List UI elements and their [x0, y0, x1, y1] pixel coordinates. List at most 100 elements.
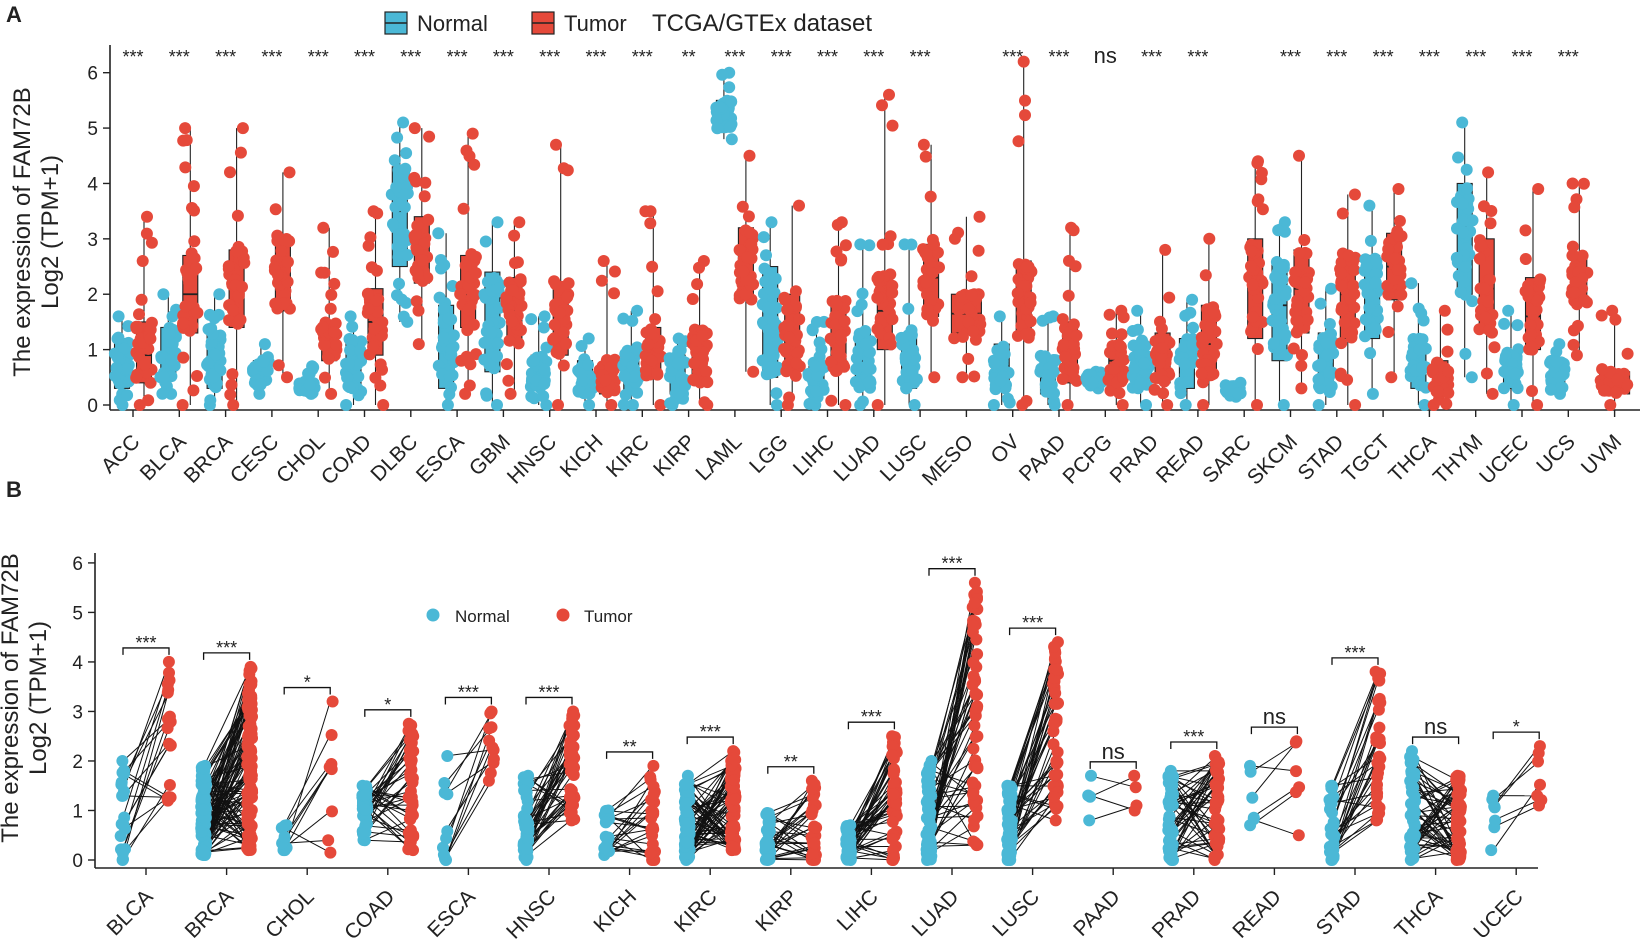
point-a-tumor-acc [142, 394, 155, 407]
box-a-tumor-ucs [1565, 177, 1594, 362]
y-tick-label-b-6: 6 [72, 554, 83, 575]
point-a-normal-hnsc [525, 390, 538, 403]
point-a-tumor-meso [948, 232, 961, 245]
point-a-tumor-gbm [500, 358, 513, 371]
point-a-tumor-paad [1056, 313, 1069, 326]
point-a-normal-stad [1314, 358, 1327, 371]
box-a-normal-acc [108, 310, 135, 411]
point-a-tumor-dlbc [423, 130, 436, 143]
point-a-normal-gbm [490, 282, 503, 294]
point-a-tumor-hnsc [557, 326, 570, 339]
point-b-normal-hnsc [521, 842, 533, 855]
point-b-tumor-luad [970, 688, 982, 701]
x-tick-label-a-coad: COAD [317, 430, 376, 489]
point-b-normal-blca [116, 789, 129, 802]
point-a-tumor-stad [1348, 288, 1361, 300]
point-a-normal-prad [1134, 377, 1147, 390]
point-a-tumor-dlbc [410, 295, 423, 308]
x-tick-label-b-stad: STAD [1312, 885, 1367, 940]
box-a-normal-esca [432, 227, 460, 411]
point-a-tumor-prad [1158, 375, 1171, 388]
point-b-normal-paad [1083, 814, 1096, 827]
point-a-tumor-cesc [275, 245, 288, 257]
point-b-normal-hnsc [521, 802, 534, 815]
significance-a-kich: *** [585, 47, 606, 67]
point-a-tumor-lgg [789, 285, 802, 298]
point-b-tumor-brca [245, 662, 258, 675]
point-a-normal-hnsc [537, 390, 550, 403]
x-tick-label-a-ucec: UCEC [1475, 430, 1533, 488]
point-a-tumor-luad [871, 291, 884, 304]
point-a-tumor-stad [1334, 370, 1347, 382]
point-a-normal-ov [1003, 396, 1016, 409]
point-a-tumor-ucs [1571, 319, 1584, 332]
point-a-tumor-pcpg [1117, 311, 1130, 324]
point-a-tumor-lihc [839, 239, 852, 252]
point-b-tumor-coad [406, 772, 419, 785]
point-a-normal-lihc [810, 385, 823, 398]
significance-b-thca: ns [1424, 714, 1447, 739]
point-a-tumor-thym [1483, 324, 1496, 336]
point-a-normal-luad [859, 325, 872, 337]
point-a-normal-lusc [902, 302, 915, 315]
point-b-normal-stad [1325, 782, 1338, 795]
significance-b-read: ns [1263, 704, 1286, 729]
significance-b-kirc: *** [700, 722, 721, 742]
point-b-tumor-esca [487, 753, 500, 766]
point-b-tumor-kich [647, 759, 660, 772]
point-a-tumor-acc [144, 332, 157, 345]
point-a-tumor-cesc [279, 235, 292, 248]
point-b-tumor-paad [1129, 781, 1142, 794]
point-a-normal-chol [303, 378, 316, 391]
significance-b-stad: *** [1344, 643, 1365, 663]
point-a-tumor-ucs [1567, 338, 1580, 351]
point-a-tumor-stad [1348, 188, 1361, 201]
point-a-normal-lgg [769, 272, 782, 285]
point-a-normal-hnsc [538, 363, 551, 376]
point-a-tumor-lgg [778, 293, 791, 306]
point-a-tumor-coad [371, 306, 384, 318]
x-tick-label-a-tgct: TGCT [1338, 430, 1395, 487]
point-a-normal-kirc [619, 348, 632, 360]
legend-tumor-dot-b [556, 608, 570, 622]
point-a-normal-cesc [261, 364, 274, 377]
point-b-normal-kirc [679, 817, 692, 830]
point-a-tumor-ucs [1566, 249, 1579, 262]
point-a-normal-dlbc [388, 154, 401, 167]
box-a-tumor-sarc [1243, 155, 1269, 411]
point-a-tumor-dlbc [419, 176, 432, 189]
box-a-normal-read [1173, 293, 1200, 411]
box-a-normal-skcm [1266, 216, 1293, 411]
point-a-tumor-tgct [1382, 243, 1395, 256]
point-b-tumor-stad [1374, 737, 1386, 750]
significance-a-luad: *** [863, 47, 884, 67]
point-a-normal-read [1179, 309, 1192, 322]
point-a-normal-kirc [626, 314, 639, 327]
point-a-tumor-esca [459, 259, 472, 272]
point-a-tumor-brca [224, 388, 237, 401]
point-b-tumor-hnsc [567, 769, 580, 781]
significance-b-luad: *** [941, 554, 962, 574]
point-a-normal-kich [582, 359, 594, 371]
x-tick-label-a-laml: LAML [691, 430, 746, 485]
significance-a-ucec: *** [1511, 47, 1532, 67]
point-b-tumor-brca [246, 786, 259, 799]
point-a-tumor-cesc [281, 371, 293, 384]
point-a-tumor-thym [1488, 341, 1501, 354]
point-a-normal-esca [435, 262, 447, 275]
point-a-tumor-gbm [505, 315, 518, 328]
point-a-tumor-read [1195, 367, 1208, 380]
point-a-tumor-brca [236, 122, 249, 135]
point-a-normal-dlbc [387, 218, 399, 231]
point-a-normal-dlbc [393, 277, 405, 290]
point-a-tumor-esca [468, 158, 481, 171]
point-b-normal-prad [1165, 843, 1178, 856]
point-a-normal-tgct [1369, 276, 1382, 289]
x-tick-label-b-luad: LUAD [908, 885, 964, 941]
point-a-normal-coad [342, 357, 355, 370]
point-a-tumor-kich [608, 353, 621, 366]
point-a-tumor-ucs [1569, 276, 1582, 289]
point-a-tumor-blca [186, 202, 198, 214]
x-tick-label-a-blca: BLCA [136, 430, 191, 485]
point-a-normal-dlbc [398, 201, 411, 214]
